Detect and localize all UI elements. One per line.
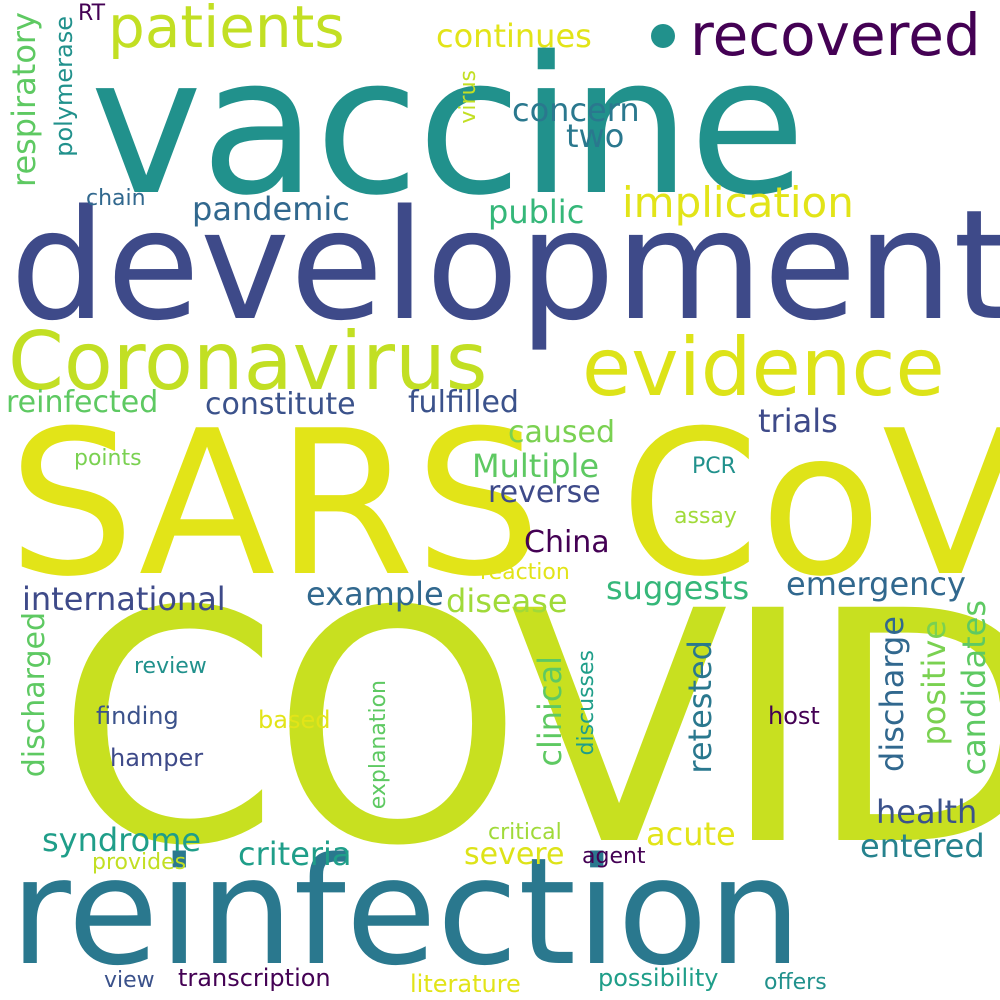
word-sars: SARS: [8, 388, 542, 621]
word-public: public: [488, 193, 585, 231]
word-view: view: [104, 968, 155, 993]
word-transcription: transcription: [178, 964, 331, 992]
word-hamper: hamper: [110, 744, 204, 772]
word-offers: offers: [764, 970, 827, 995]
word-reverse: reverse: [488, 475, 601, 510]
word-positive: positive: [915, 620, 953, 746]
word-health: health: [876, 793, 978, 831]
word-review: review: [134, 654, 207, 679]
word-entered: entered: [860, 827, 985, 865]
word-based: based: [258, 706, 331, 734]
word-assay: assay: [674, 504, 737, 529]
word-criteria: criteria: [238, 835, 352, 873]
word-two: two: [566, 117, 625, 155]
word-points: points: [74, 446, 142, 471]
word-implication: implication: [622, 178, 854, 227]
word-caused: caused: [508, 415, 616, 450]
word-recovered: recovered: [690, 1, 981, 69]
word-trials: trials: [758, 402, 838, 440]
word-rt: RT: [78, 1, 106, 26]
word-provides: provides: [92, 850, 187, 875]
word-covid: COVID: [56, 544, 1000, 916]
word-suggests: suggests: [606, 569, 750, 607]
word-clinical: clinical: [531, 656, 569, 767]
word-patients: patients: [108, 0, 345, 61]
word-discharged: discharged: [17, 612, 52, 778]
word-fulfilled: fulfilled: [408, 385, 519, 420]
word-agent: agent: [582, 844, 646, 869]
word-discharge: discharge: [873, 616, 911, 772]
word-literature: literature: [410, 970, 521, 998]
word-candidates: candidates: [955, 600, 993, 776]
word-polymerase: polymerase: [50, 16, 78, 157]
word-emergency: emergency: [786, 565, 966, 603]
word-international: international: [22, 580, 226, 618]
word-multiple: Multiple: [472, 447, 600, 485]
word-china: China: [524, 525, 610, 560]
word-possibility: possibility: [598, 964, 719, 992]
word-severe: severe: [464, 837, 565, 872]
word-disease: disease: [446, 582, 568, 620]
word-example: example: [306, 575, 444, 613]
word-coronavirus: Coronavirus: [8, 315, 488, 408]
word-virus: virus: [456, 70, 481, 124]
word-cov: CoV: [620, 388, 1000, 621]
word-pcr: PCR: [692, 454, 736, 479]
word-syndrome: syndrome: [42, 821, 202, 859]
word-concern: concern: [512, 91, 640, 129]
word-discusses: discusses: [574, 650, 599, 756]
word-retested: retested: [681, 640, 719, 774]
word-chain: chain: [86, 186, 146, 211]
word-reaction: reaction: [480, 560, 570, 585]
word-continues: continues: [436, 17, 592, 55]
word-reinfected: reinfected: [6, 385, 159, 420]
word-critical: critical: [488, 820, 562, 845]
word-finding: finding: [96, 702, 179, 730]
word-explanation: explanation: [366, 680, 391, 810]
word-vaccine: vaccine: [90, 16, 806, 237]
word-pandemic: pandemic: [192, 190, 350, 228]
word-development: development: [10, 177, 1000, 354]
word-acute: acute: [646, 815, 736, 853]
word-reinfection: reinfection: [10, 826, 802, 998]
word-respiratory: respiratory: [5, 12, 43, 187]
word-evidence: evidence: [582, 321, 945, 414]
dot-mark: [651, 24, 675, 48]
word-host: host: [768, 702, 820, 730]
word-constitute: constitute: [205, 387, 356, 422]
